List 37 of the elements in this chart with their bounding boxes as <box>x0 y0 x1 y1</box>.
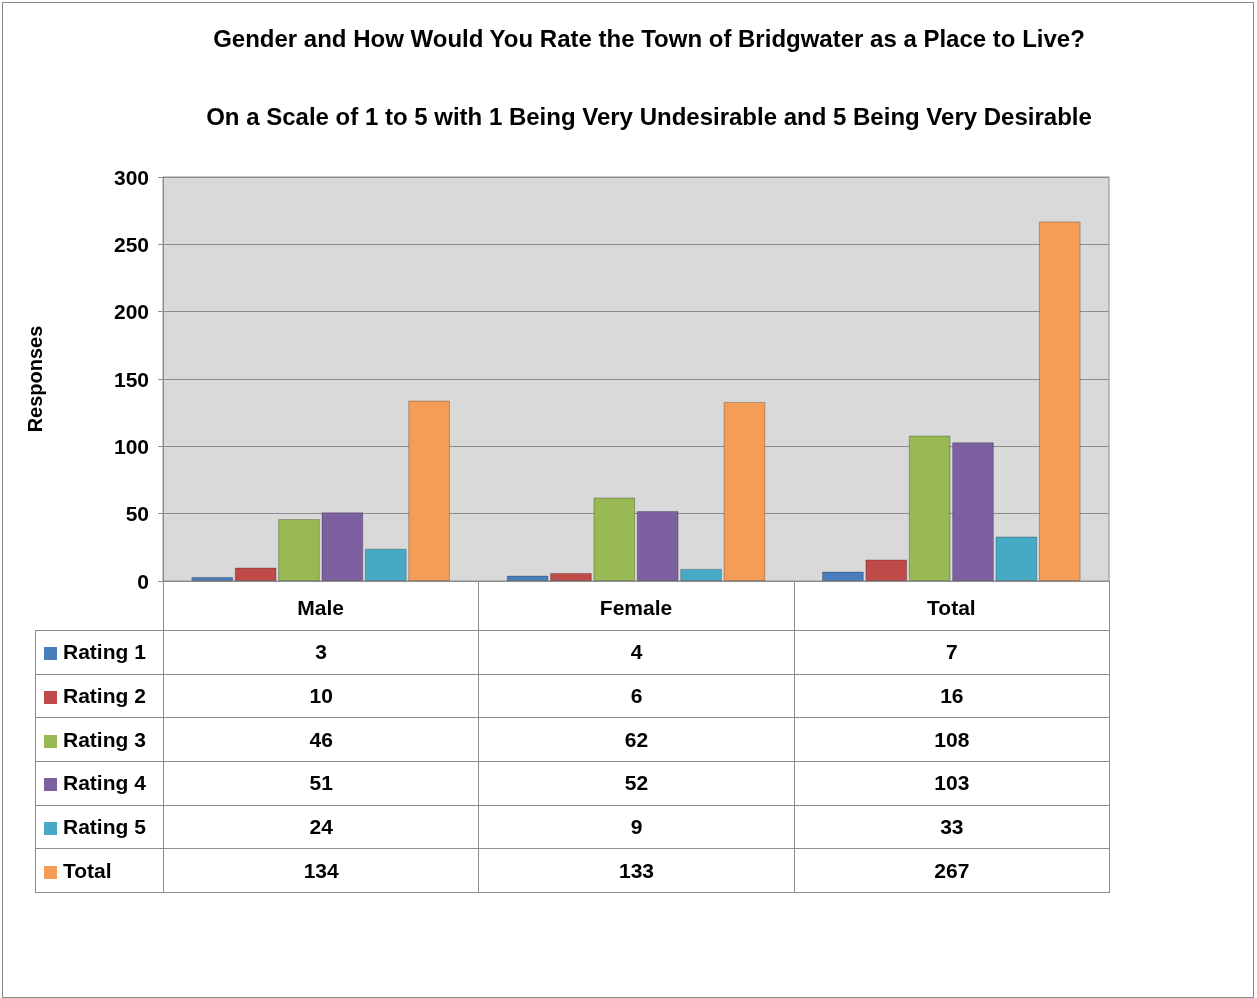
data-label: 46 <box>163 717 479 762</box>
data-label: 33 <box>794 805 1110 849</box>
legend-label: Rating 1 <box>35 630 164 675</box>
legend-label: Rating 2 <box>35 674 164 718</box>
data-label: 108 <box>794 717 1110 762</box>
data-label: 7 <box>794 630 1110 675</box>
x-tick-label: Male <box>297 596 345 619</box>
legend-label: Rating 4 <box>35 761 164 806</box>
y-tick-label: 0 <box>137 569 149 593</box>
legend-label: Total <box>35 848 164 893</box>
data-label: 133 <box>478 848 795 893</box>
data-label: 9 <box>478 805 795 849</box>
data-label: 62 <box>478 717 795 762</box>
data-label: 52 <box>478 761 795 806</box>
data-label: 51 <box>163 761 479 806</box>
y-tick-label: 200 <box>113 300 149 324</box>
y-axis-title: Responses <box>24 325 46 433</box>
data-label: 3 <box>163 630 479 675</box>
y-tick-label: 150 <box>113 367 149 391</box>
data-label: 16 <box>794 674 1110 718</box>
y-tick-label: 250 <box>113 232 149 256</box>
data-label: 134 <box>163 848 479 893</box>
chart-subtitle: On a Scale of 1 to 5 with 1 Being Very Undesirable and 5 Being Very Desirable <box>206 102 1092 130</box>
x-tick-label: Female <box>599 596 673 619</box>
data-label: 103 <box>794 761 1110 806</box>
x-tick-label: Total <box>927 596 976 619</box>
y-tick-label: 50 <box>125 502 149 526</box>
legend-label: Rating 5 <box>35 805 164 849</box>
y-tick-label: 100 <box>113 434 149 458</box>
data-label: 10 <box>163 674 479 718</box>
y-tick-label: 300 <box>113 165 149 189</box>
chart-title: Gender and How Would You Rate the Town of Bridgwater as a Place to Live? <box>213 24 1085 52</box>
legend-label: Rating 3 <box>35 717 164 762</box>
data-label: 267 <box>794 848 1110 893</box>
data-label: 24 <box>163 805 479 849</box>
data-label: 4 <box>478 630 795 675</box>
data-label: 6 <box>478 674 795 718</box>
